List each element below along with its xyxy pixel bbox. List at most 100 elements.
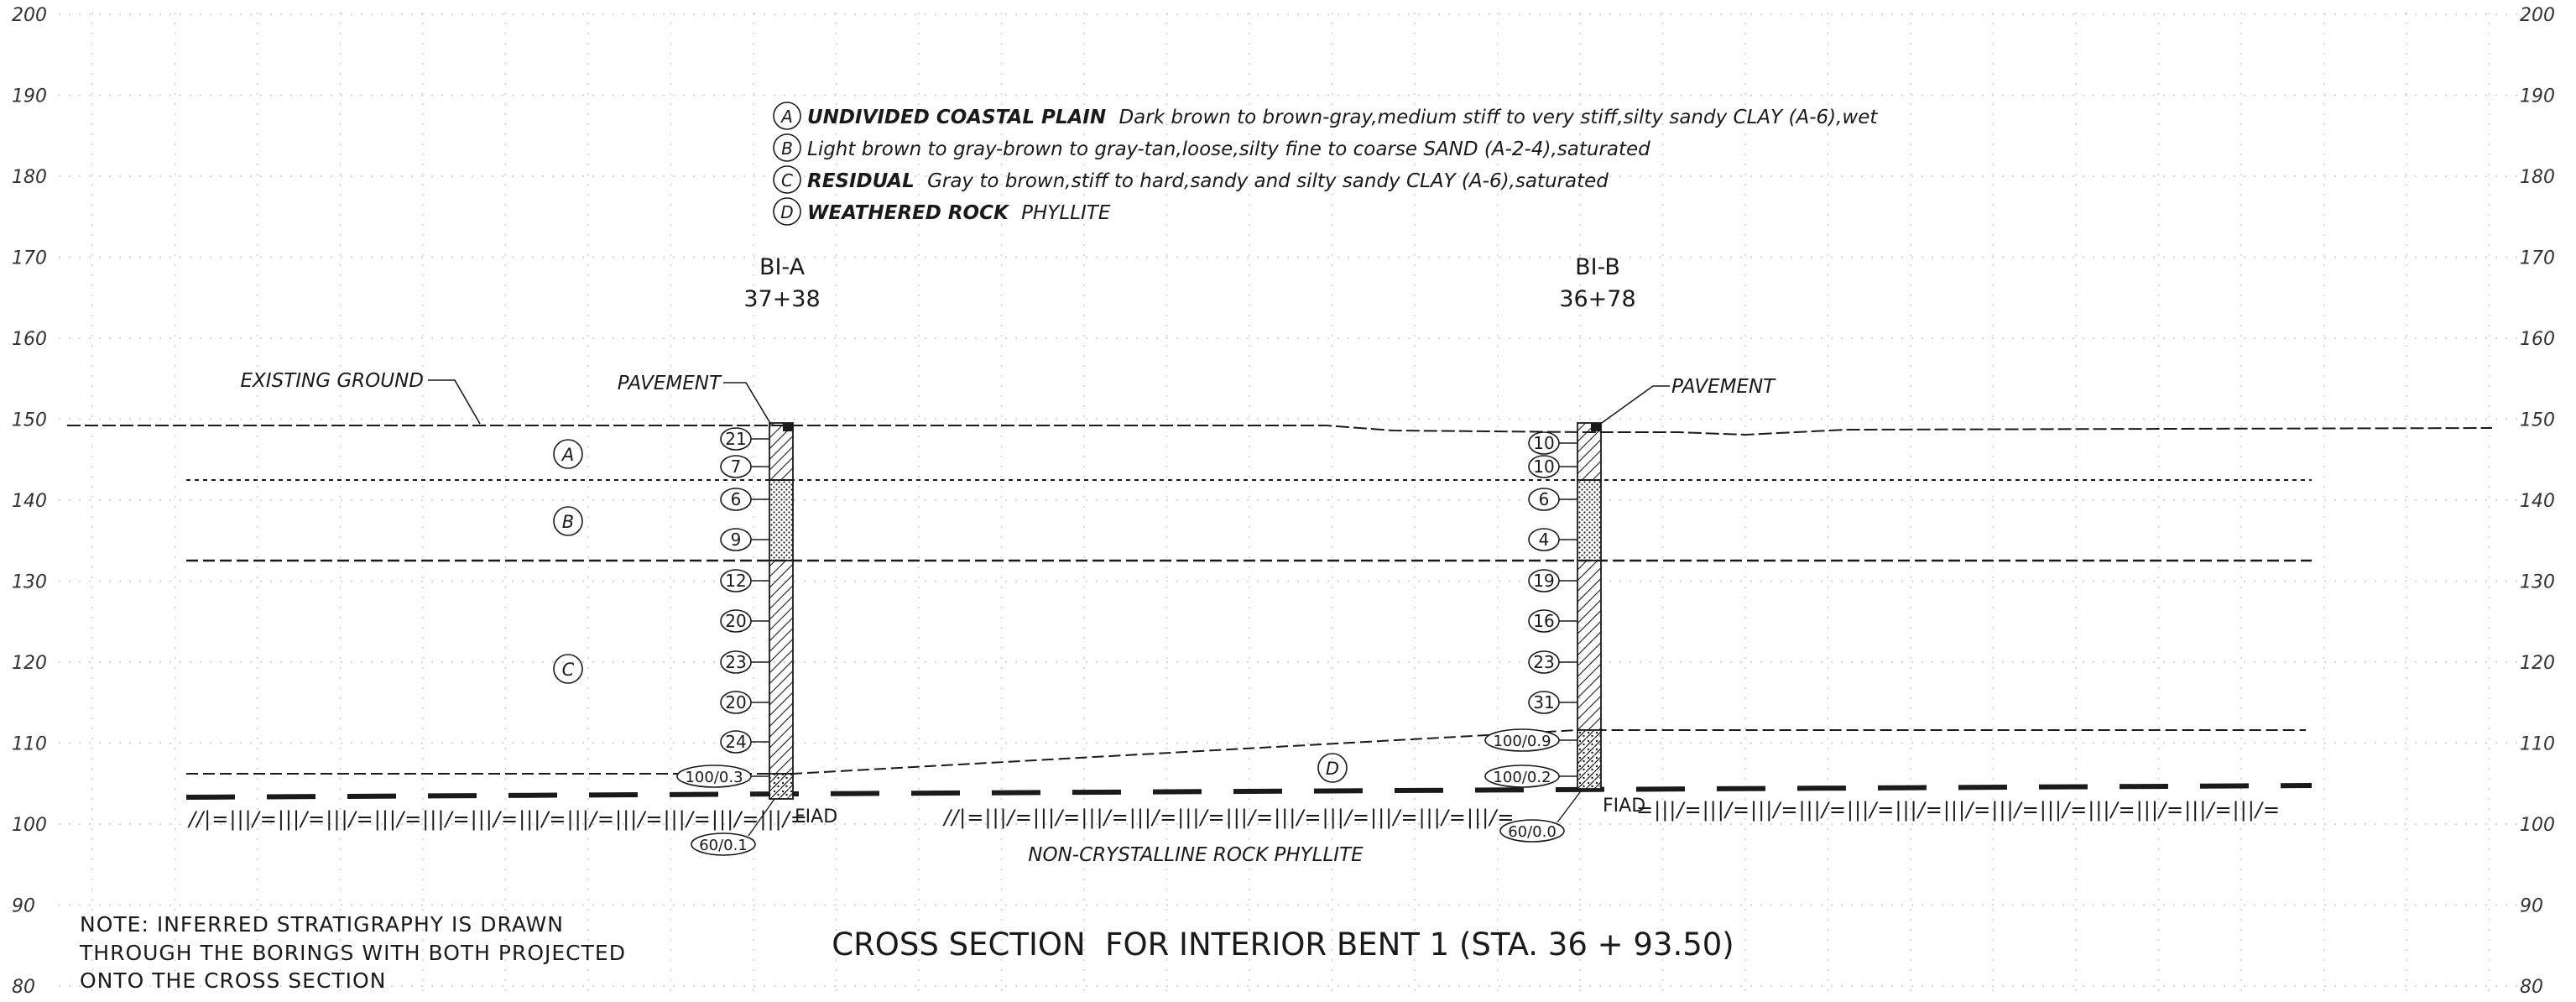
grid xyxy=(59,13,2517,999)
blow-count-bubble xyxy=(1528,650,1560,674)
boring-column-segment xyxy=(769,479,794,561)
boring-column-segment xyxy=(1577,729,1602,790)
boring-column-segment xyxy=(1577,422,1602,481)
refusal-label: FIAD xyxy=(795,806,837,827)
svg-text:D: D xyxy=(1326,759,1339,779)
axis-tick-right: 200 xyxy=(2520,5,2555,26)
note-line-1: NOTE: INFERRED STRATIGRAPHY IS DRAWN xyxy=(80,912,564,937)
boring-column-segment xyxy=(1577,479,1602,561)
blow-count-bubble xyxy=(720,569,752,592)
blow-count-label: 21 xyxy=(725,429,746,449)
legend-symbol-d: D xyxy=(780,202,793,222)
bottom-blow-bubble xyxy=(691,832,756,856)
blow-count-bubble xyxy=(720,427,752,451)
legend-title-c: RESIDUAL xyxy=(807,170,915,192)
boring-b-station: 36+78 xyxy=(1559,286,1635,312)
axis-tick-left: 90 xyxy=(12,896,35,917)
axis-tick-right: 130 xyxy=(2520,572,2555,593)
axis-tick-right: 160 xyxy=(2520,329,2555,350)
axis-tick-left: 180 xyxy=(12,167,47,188)
blow-count-bubble xyxy=(720,650,752,674)
pavement-block xyxy=(783,423,793,431)
axis-tick-right: 100 xyxy=(2520,815,2555,836)
blow-count-bubble xyxy=(1528,455,1560,478)
rock-label: NON-CRYSTALLINE ROCK PHYLLITE xyxy=(1028,844,1364,866)
rock-hatch-middle: //|=|||/=|||/=|||/=|||/=|||/=|||/=|||/=|… xyxy=(942,806,1515,829)
existing-ground-label: EXISTING GROUND xyxy=(241,370,425,392)
svg-text:RESIDUAL Gray to brown: RESIDUAL Gray to brown,stiff to hard,san… xyxy=(807,170,1609,192)
axis-tick-right: 180 xyxy=(2520,167,2555,188)
blow-count-bubble xyxy=(720,488,752,511)
blow-count-bubble xyxy=(1528,528,1560,551)
elevation-axis-right: 200 190 180 170 160 150 140 130 120 110 100 90 80 xyxy=(2520,5,2555,998)
blow-count-label: 10 xyxy=(1533,457,1554,477)
blow-count-label: 31 xyxy=(1533,692,1554,712)
blow-count-label: 23 xyxy=(1533,652,1554,672)
axis-tick-left: 170 xyxy=(12,248,47,269)
boundary-d-rock xyxy=(185,783,2313,800)
blow-count-label: 6 xyxy=(1539,489,1550,509)
blow-count-label: 100/0.2 xyxy=(1493,769,1551,786)
blow-count-label: 100/0.3 xyxy=(685,769,743,786)
blow-count-label: 6 xyxy=(731,489,742,509)
blow-count-bubble xyxy=(1484,728,1560,752)
boring-column-segment xyxy=(769,422,794,481)
legend-item-c: C RESIDUAL Gray to brown,stiff to hard,s… xyxy=(773,165,1609,194)
blow-count-label: 19 xyxy=(1533,571,1554,591)
pavement-label: PAVEMENT xyxy=(618,373,722,394)
elevation-axis-left: 200 190 180 170 160 150 140 130 120 110 100 90 80 xyxy=(12,5,47,998)
stratigraphy-boundaries xyxy=(185,479,2313,800)
axis-tick-right: 150 xyxy=(2520,410,2555,431)
axis-tick-left: 130 xyxy=(12,572,47,593)
boring-a-station: 37+38 xyxy=(743,286,820,312)
refusal-label: FIAD xyxy=(1603,796,1645,817)
axis-tick-right: 110 xyxy=(2520,734,2555,755)
blow-count-label: 20 xyxy=(725,692,746,712)
blow-count-bubble xyxy=(720,691,752,714)
svg-text:C: C xyxy=(562,660,575,680)
blow-count-label: 16 xyxy=(1533,611,1554,631)
blow-count-label: 23 xyxy=(725,652,746,672)
layer-label-b: B xyxy=(553,506,583,536)
boring-log-bi-a: PAVEMENT 21 7 6 9 12 20 23 20 24 100/0.3 60/0.1 FIAD xyxy=(618,373,837,856)
blow-count-label: 10 xyxy=(1533,433,1554,453)
blow-count-bubble xyxy=(720,609,752,633)
axis-tick-left: 190 xyxy=(12,86,47,107)
axis-tick-left: 150 xyxy=(12,410,47,431)
blow-count-bubble xyxy=(720,730,752,754)
blow-count-bubble xyxy=(1528,431,1560,455)
pavement-label: PAVEMENT xyxy=(1671,376,1776,398)
layer-label-a: A xyxy=(553,439,583,469)
pavement-block xyxy=(1591,423,1601,431)
rock-hatch-left: //|=|||/=|||/=|||/=|||/=|||/=|||/=|||/=|… xyxy=(187,807,808,831)
blow-count-bubble xyxy=(1528,488,1560,511)
existing-ground-line: EXISTING GROUND xyxy=(67,370,2493,436)
legend-title-d: WEATHERED ROCK xyxy=(807,202,1010,224)
legend-item-d: D WEATHERED ROCK PHYLLITE xyxy=(773,197,1111,226)
axis-tick-right: 190 xyxy=(2520,86,2555,107)
boring-column-segment xyxy=(1577,560,1602,731)
note-line-2: THROUGH THE BORINGS WITH BOTH PROJECTED xyxy=(79,941,626,965)
blow-count-label: 12 xyxy=(725,571,746,591)
axis-tick-left: 110 xyxy=(12,734,47,755)
blow-count-label: 4 xyxy=(1539,530,1550,550)
blow-count-label: 24 xyxy=(725,732,746,752)
boring-column-segment xyxy=(769,560,794,775)
axis-tick-left: 140 xyxy=(12,491,47,512)
legend-title-a: UNDIVIDED COASTAL PLAIN xyxy=(807,107,1106,128)
blow-count-bubble xyxy=(1528,569,1560,592)
boring-a-id: BI-A xyxy=(759,254,806,280)
axis-tick-left: 80 xyxy=(12,977,35,998)
legend-text-a: Dark brown to brown-gray,medium stiff to… xyxy=(1119,107,1878,128)
boring-column-segment xyxy=(769,773,794,800)
layer-label-d: D xyxy=(1317,753,1348,783)
axis-tick-right: 120 xyxy=(2520,653,2555,674)
note-line-3: ONTO THE CROSS SECTION xyxy=(80,968,386,993)
legend-text-c: Gray to brown,stiff to hard,sandy and si… xyxy=(927,170,1609,192)
blow-count-label: 7 xyxy=(731,457,742,477)
boring-log-bi-b: PAVEMENT 10 10 6 4 19 16 23 31 100/0.9 100/0.2 60/0… xyxy=(1484,376,1776,843)
svg-text:B: B xyxy=(562,512,574,532)
bottom-blow-label: 60/0.0 xyxy=(1508,823,1557,841)
legend-item-a: A UNDIVIDED COASTAL PLAIN Dark brown to … xyxy=(773,102,1878,130)
